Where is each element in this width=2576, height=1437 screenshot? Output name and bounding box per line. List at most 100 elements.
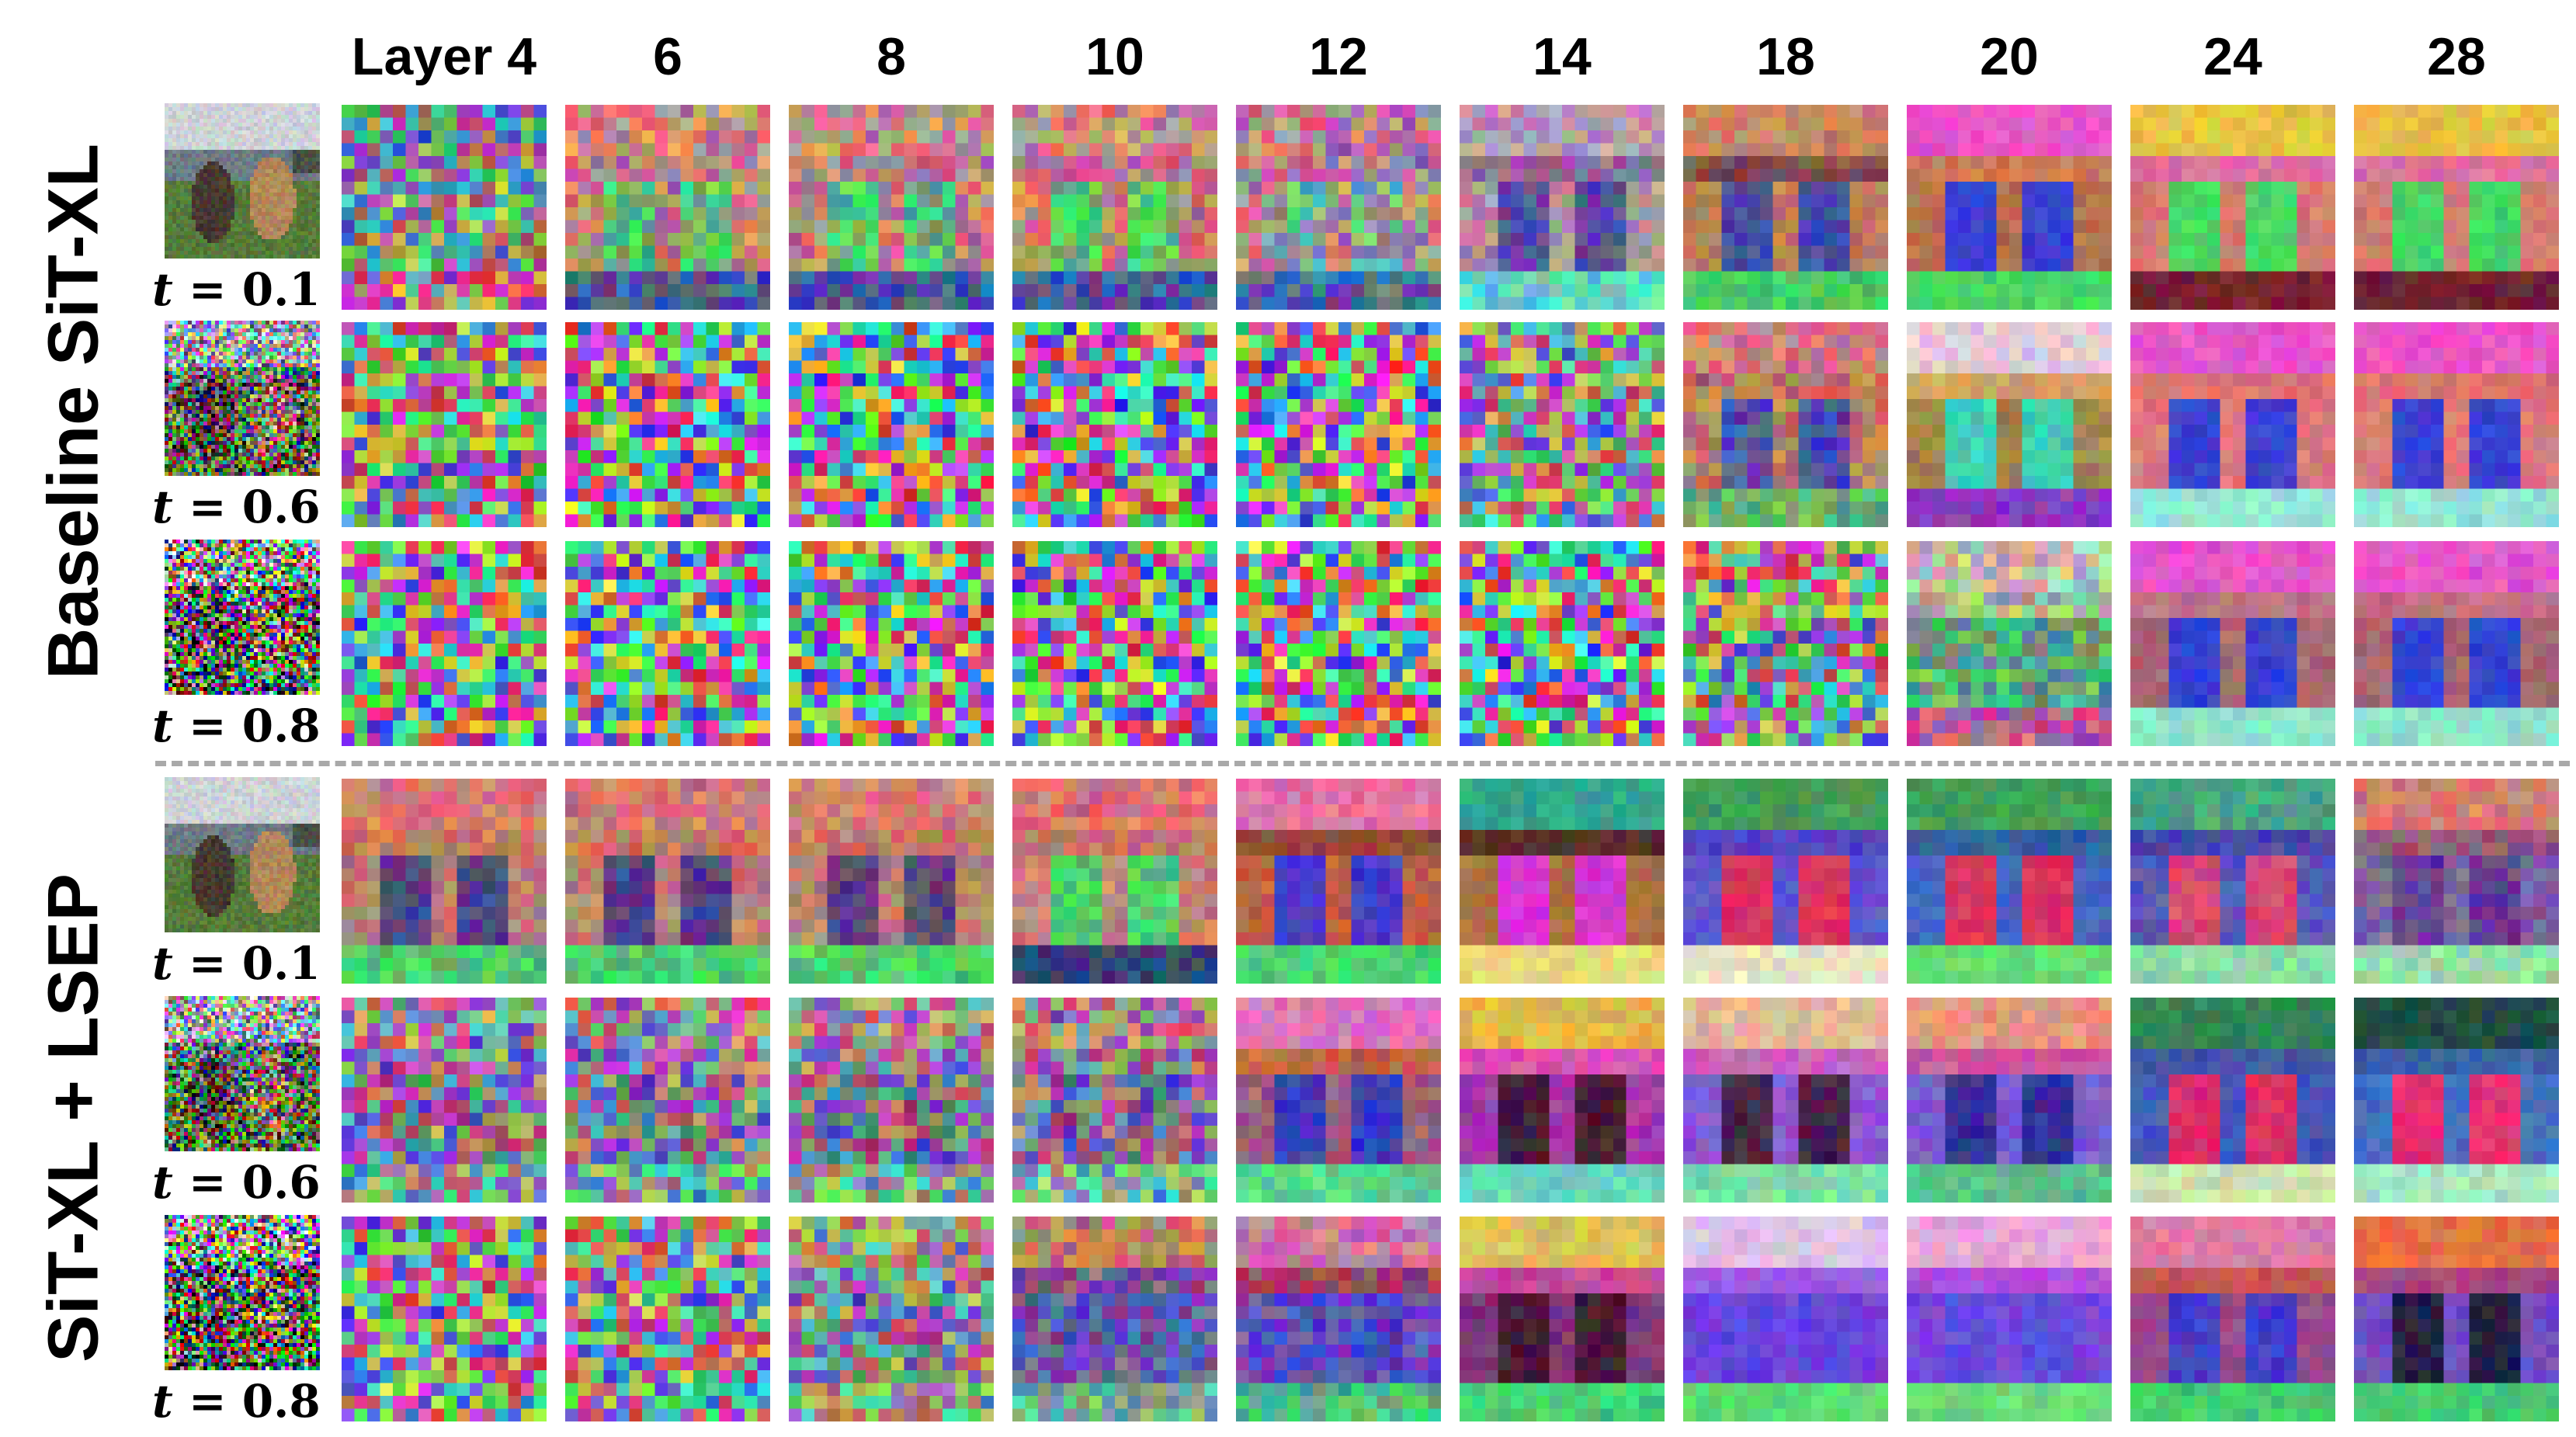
feature-map-cell <box>565 105 770 310</box>
feature-map-cell <box>1907 998 2112 1203</box>
feature-map-cell <box>342 322 547 527</box>
feature-map-cell <box>342 1217 547 1421</box>
feature-map-cell <box>1907 779 2112 984</box>
group-label-lsep: SiT-XL + LSEP <box>33 873 115 1362</box>
timestep-value: 0.8 <box>242 1375 321 1428</box>
timestep-variable: t <box>152 1375 173 1428</box>
noisy-input-image <box>165 777 320 932</box>
noisy-input-image <box>165 1215 320 1370</box>
column-header: 12 <box>1236 22 1441 92</box>
feature-map-cell <box>565 998 770 1203</box>
timestep-variable: t <box>152 937 173 990</box>
timestep-label: t = 0.6 <box>152 1156 321 1209</box>
feature-map-cell <box>1460 779 1665 984</box>
column-header: Layer 4 <box>342 22 547 92</box>
timestep-variable: t <box>152 699 173 752</box>
column-header: 28 <box>2354 22 2559 92</box>
column-header: 18 <box>1683 22 1888 92</box>
timestep-label: t = 0.8 <box>152 699 321 752</box>
feature-map-cell <box>1907 1217 2112 1421</box>
feature-map-cell <box>1460 1217 1665 1421</box>
feature-map-cell <box>565 322 770 527</box>
feature-map-cell <box>789 998 994 1203</box>
feature-map-cell <box>565 541 770 746</box>
timestep-equals: = <box>173 263 242 316</box>
feature-map-cell <box>1683 1217 1888 1421</box>
feature-map-cell <box>1683 541 1888 746</box>
feature-map-cell <box>2130 1217 2335 1421</box>
feature-map-cell <box>2354 322 2559 527</box>
feature-map-cell <box>1236 998 1441 1203</box>
noisy-input-image <box>165 103 320 259</box>
noisy-input-image <box>165 321 320 476</box>
feature-map-cell <box>1236 541 1441 746</box>
timestep-equals: = <box>173 699 242 752</box>
timestep-equals: = <box>173 1375 242 1428</box>
noisy-input-image <box>165 540 320 695</box>
feature-map-cell <box>342 779 547 984</box>
feature-map-cell <box>565 779 770 984</box>
feature-map-cell <box>789 105 994 310</box>
feature-map-cell <box>565 1217 770 1421</box>
feature-map-cell <box>1012 779 1217 984</box>
column-header: 20 <box>1907 22 2112 92</box>
timestep-equals: = <box>173 937 242 990</box>
timestep-variable: t <box>152 481 173 533</box>
feature-map-cell <box>1236 105 1441 310</box>
timestep-label: t = 0.1 <box>152 263 321 316</box>
feature-map-cell <box>1907 105 2112 310</box>
feature-map-cell <box>1683 322 1888 527</box>
feature-map-cell <box>789 541 994 746</box>
timestep-label: t = 0.6 <box>152 481 321 533</box>
feature-map-cell <box>1683 998 1888 1203</box>
column-header: 10 <box>1012 22 1217 92</box>
feature-map-cell <box>1236 779 1441 984</box>
feature-map-cell <box>2130 998 2335 1203</box>
noisy-input-image <box>165 996 320 1151</box>
feature-map-cell <box>1012 105 1217 310</box>
feature-map-cell <box>1460 322 1665 527</box>
timestep-label: t = 0.1 <box>152 937 321 990</box>
feature-map-cell <box>789 779 994 984</box>
feature-map-cell <box>2130 779 2335 984</box>
feature-map-cell <box>2354 1217 2559 1421</box>
feature-map-cell <box>1683 105 1888 310</box>
timestep-value: 0.1 <box>242 937 321 990</box>
feature-map-cell <box>1907 322 2112 527</box>
feature-map-cell <box>789 1217 994 1421</box>
feature-map-cell <box>1460 541 1665 746</box>
feature-map-cell <box>1460 105 1665 310</box>
feature-map-cell <box>342 541 547 746</box>
feature-map-cell <box>2354 105 2559 310</box>
feature-map-cell <box>2354 998 2559 1203</box>
feature-map-cell <box>1012 1217 1217 1421</box>
feature-map-cell <box>1460 998 1665 1203</box>
feature-map-cell <box>342 998 547 1203</box>
timestep-value: 0.6 <box>242 1156 321 1209</box>
feature-map-cell <box>1236 1217 1441 1421</box>
feature-map-cell <box>1907 541 2112 746</box>
feature-map-cell <box>1012 541 1217 746</box>
timestep-equals: = <box>173 481 242 533</box>
group-separator <box>155 761 2570 766</box>
timestep-label: t = 0.8 <box>152 1375 321 1428</box>
timestep-variable: t <box>152 263 173 316</box>
timestep-value: 0.1 <box>242 263 321 316</box>
timestep-variable: t <box>152 1156 173 1209</box>
feature-map-cell <box>2130 322 2335 527</box>
timestep-value: 0.6 <box>242 481 321 533</box>
feature-map-cell <box>1683 779 1888 984</box>
column-header: 6 <box>565 22 770 92</box>
feature-map-cell <box>2354 779 2559 984</box>
column-header: 8 <box>789 22 994 92</box>
timestep-value: 0.8 <box>242 699 321 752</box>
feature-map-cell <box>1012 322 1217 527</box>
group-label-baseline: Baseline SiT-XL <box>33 144 115 679</box>
feature-map-cell <box>2130 541 2335 746</box>
feature-map-cell <box>2354 541 2559 746</box>
column-header: 14 <box>1460 22 1665 92</box>
feature-map-cell <box>2130 105 2335 310</box>
feature-map-cell <box>1236 322 1441 527</box>
column-header: 24 <box>2130 22 2335 92</box>
